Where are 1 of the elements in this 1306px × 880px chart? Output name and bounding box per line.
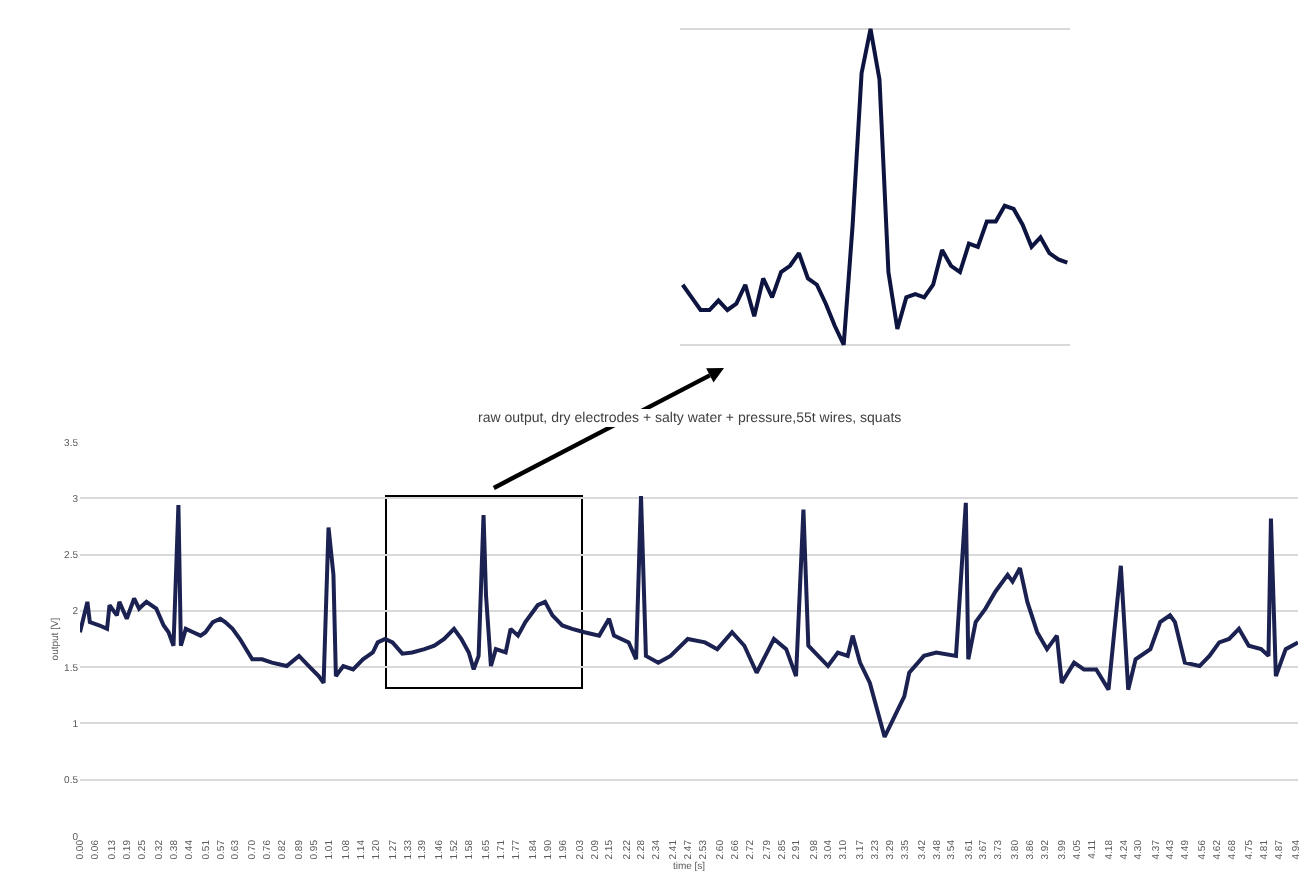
line-series (80, 494, 1298, 739)
